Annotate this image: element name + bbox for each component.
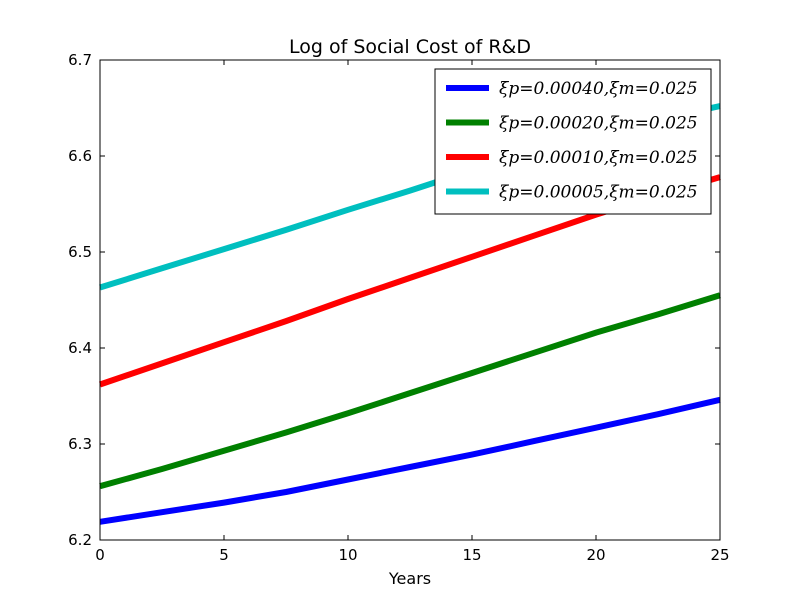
plot-frame	[99, 59, 721, 541]
legend: ξp=0.00040,ξm=0.025 ξp=0.00020,ξm=0.025 ξp…	[434, 68, 712, 215]
legend-label-3: ξp=0.00010,ξm=0.025	[499, 148, 698, 168]
y-tick-label: 6.4	[68, 339, 92, 357]
x-tick-label: 10	[338, 546, 357, 564]
legend-label-2: ξp=0.00020,ξm=0.025	[499, 114, 698, 134]
y-tick-label: 6.6	[68, 147, 92, 165]
y-tick-label: 6.2	[68, 531, 92, 549]
y-tick-label: 6.7	[68, 51, 92, 69]
legend-label-4: ξp=0.00005,ξm=0.025	[499, 183, 698, 203]
y-tick-label: 6.5	[68, 243, 92, 261]
series-line-1	[99, 396, 721, 525]
x-tick-label: 25	[710, 546, 729, 564]
legend-label-1: ξp=0.00040,ξm=0.025	[499, 79, 698, 99]
series-line-2	[99, 292, 721, 490]
x-tick-label: 5	[219, 546, 229, 564]
y-tick-label: 6.3	[68, 435, 92, 453]
x-tick-label: 20	[586, 546, 605, 564]
y-axis-ticks: 6.2 6.3 6.4 6.5 6.6 6.7	[68, 51, 720, 549]
x-tick-label: 15	[462, 546, 481, 564]
x-axis-ticks: 0 5 10 15 20 25	[95, 60, 730, 564]
x-tick-label: 0	[95, 546, 105, 564]
chart-title: Log of Social Cost of R&D	[289, 36, 531, 58]
x-axis-title: Years	[388, 569, 431, 588]
